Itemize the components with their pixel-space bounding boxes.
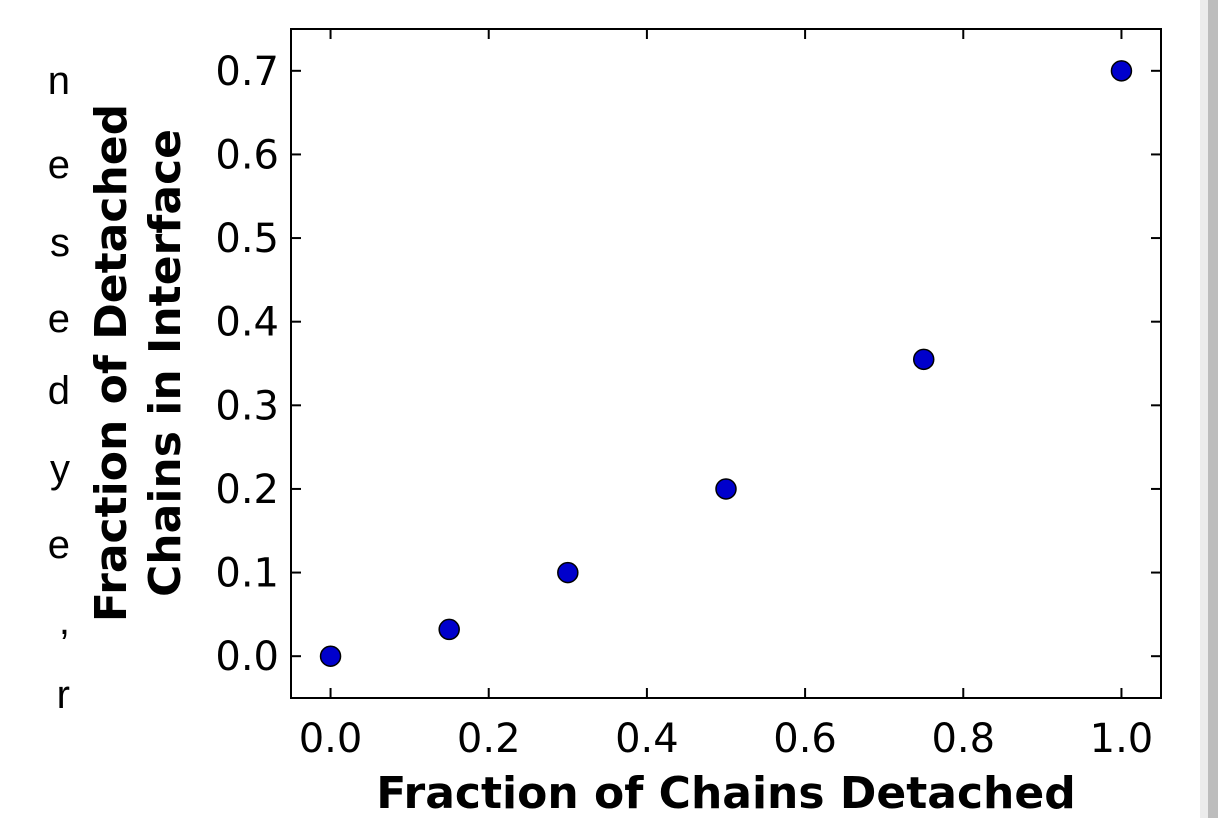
- x-tick-label: 0.8: [931, 716, 995, 762]
- text-fragment: ,: [58, 599, 70, 643]
- scrollbar[interactable]: [1200, 0, 1218, 818]
- y-axis-label-line-2: Chains in Interface: [140, 129, 191, 597]
- x-tick-labels: 0.0 0.2 0.4 0.6 0.8 1.0: [299, 716, 1154, 762]
- y-tick-label: 0.7: [215, 49, 279, 95]
- y-tick-label: 0.3: [215, 383, 279, 429]
- y-tick-label: 0.4: [215, 300, 279, 346]
- x-tick-label: 0.4: [615, 716, 679, 762]
- data-point: [319, 645, 342, 667]
- x-tick-label: 0.0: [299, 716, 363, 762]
- text-fragment: r: [56, 673, 70, 717]
- x-tick-label: 0.6: [773, 716, 837, 762]
- axis-ticks: [291, 29, 1161, 698]
- data-point: [1110, 60, 1133, 82]
- text-fragment: y: [50, 447, 70, 491]
- x-tick-label: 1.0: [1090, 716, 1154, 762]
- y-tick-label: 0.6: [215, 132, 279, 178]
- plot-area: [290, 28, 1162, 699]
- data-point: [438, 618, 460, 641]
- y-tick-label: 0.1: [215, 551, 279, 597]
- text-fragment: e: [47, 523, 70, 567]
- left-text-column: n e s e d y e , r: [0, 0, 70, 818]
- data-point: [557, 561, 579, 584]
- y-axis-label-line-1: Fraction of Detached: [86, 104, 137, 622]
- y-tick-label: 0.5: [215, 216, 279, 262]
- data-point: [912, 348, 935, 371]
- data-point: [715, 478, 737, 500]
- y-tick-label: 0.2: [215, 467, 279, 513]
- y-tick-label: 0.0: [215, 634, 279, 680]
- text-fragment: e: [47, 297, 70, 341]
- text-fragment: s: [50, 221, 70, 265]
- text-fragment: e: [47, 143, 70, 187]
- x-tick-label: 0.2: [457, 716, 521, 762]
- text-fragment: d: [47, 369, 70, 413]
- data-points: [319, 60, 1133, 667]
- text-fragment: n: [47, 59, 70, 103]
- x-axis-label: Fraction of Chains Detached: [376, 768, 1075, 818]
- y-tick-labels: 0.0 0.1 0.2 0.3 0.4 0.5 0.6 0.7: [215, 49, 279, 680]
- y-axis-label: Fraction of Detached Chains in Interface: [86, 104, 191, 622]
